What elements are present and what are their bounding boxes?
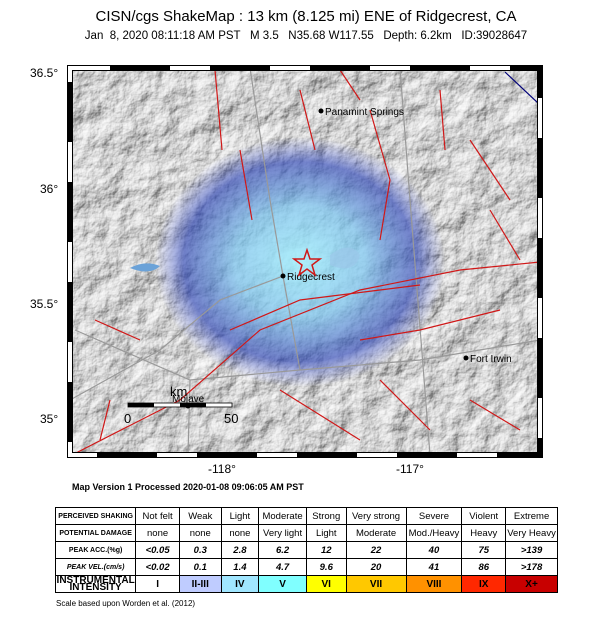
lat-label: 36° xyxy=(40,182,58,196)
table-cell: 41 xyxy=(405,558,463,576)
table-cell: VI xyxy=(305,575,347,593)
table-cell: IX xyxy=(461,575,507,593)
table-cell: >178 xyxy=(505,558,558,576)
table-cell: Light xyxy=(305,524,347,542)
table-row: PEAK VEL.(cm/s) <0.02 0.1 1.4 4.7 9.6 20 41 86 >1… xyxy=(54,558,558,576)
table-cell: Moderate xyxy=(258,507,307,525)
table-cell: Severe xyxy=(405,507,463,525)
lat-label: 35° xyxy=(40,412,58,426)
place-label: Panamint Springs xyxy=(325,107,404,118)
table-cell: none xyxy=(220,524,260,542)
row-header: PERCEIVED SHAKING xyxy=(54,507,137,525)
table-cell: Violent xyxy=(461,507,507,525)
place-label: Ridgecrest xyxy=(287,272,335,283)
table-cell: Weak xyxy=(178,507,222,525)
table-cell: Moderate xyxy=(345,524,407,542)
table-cell: 86 xyxy=(461,558,507,576)
row-header: PEAK VEL.(cm/s) xyxy=(54,558,137,576)
table-cell: 1.4 xyxy=(220,558,260,576)
table-cell: >139 xyxy=(505,541,558,559)
table-row: INSTRUMENTAL INTENSITY I II-III IV V VI VII VII… xyxy=(54,575,558,593)
table-cell: Very strong xyxy=(345,507,407,525)
table-cell: 4.7 xyxy=(258,558,307,576)
intensity-table: PERCEIVED SHAKING Not felt Weak Light Modera… xyxy=(54,507,558,593)
table-cell: 75 xyxy=(461,541,507,559)
table-cell: <0.05 xyxy=(135,541,180,559)
table-cell: Very light xyxy=(258,524,307,542)
scale-label: 50 xyxy=(224,411,238,426)
table-cell: none xyxy=(135,524,180,542)
table-cell: 6.2 xyxy=(258,541,307,559)
table-cell: VIII xyxy=(405,575,463,593)
row-header: PEAK ACC.(%g) xyxy=(54,541,137,559)
table-cell: 2.8 xyxy=(220,541,260,559)
table-cell: V xyxy=(258,575,307,593)
table-row: POTENTIAL DAMAGE none none none Very light Li… xyxy=(54,524,558,542)
map-version: Map Version 1 Processed 2020-01-08 09:06… xyxy=(72,482,304,492)
table-cell: Extreme xyxy=(505,507,558,525)
table-cell: 12 xyxy=(305,541,347,559)
table-cell: Light xyxy=(220,507,260,525)
title: CISN/cgs ShakeMap : 13 km (8.125 mi) ENE… xyxy=(95,8,517,25)
table-cell: none xyxy=(178,524,222,542)
table-cell: II-III xyxy=(178,575,222,593)
place-label: Fort Irwin xyxy=(470,354,512,365)
table-row: PERCEIVED SHAKING Not felt Weak Light Modera… xyxy=(54,507,558,525)
table-cell: 22 xyxy=(345,541,407,559)
table-cell: 0.3 xyxy=(178,541,222,559)
place-label: Mojave xyxy=(172,394,205,405)
table-cell: Heavy xyxy=(461,524,507,542)
table-cell: 9.6 xyxy=(305,558,347,576)
table-cell: 0.1 xyxy=(178,558,222,576)
table-cell: Mod./Heavy xyxy=(405,524,463,542)
lon-label: -117° xyxy=(396,462,424,476)
table-cell: 40 xyxy=(405,541,463,559)
scale-bar: km 0 50 xyxy=(124,384,238,426)
table-cell: VII xyxy=(345,575,407,593)
lat-label: 36.5° xyxy=(30,66,58,80)
table-cell: X+ xyxy=(505,575,558,593)
lon-label: -118° xyxy=(208,462,236,476)
table-cell: 20 xyxy=(345,558,407,576)
table-cell: IV xyxy=(220,575,260,593)
table-cell: I xyxy=(135,575,180,593)
scale-label: 0 xyxy=(124,411,131,426)
row-header: INSTRUMENTAL INTENSITY xyxy=(54,575,137,593)
table-cell: Very Heavy xyxy=(505,524,558,542)
footnote: Scale based upon Worden et al. (2012) xyxy=(56,599,196,608)
subtitle: Jan 8, 2020 08:11:18 AM PST M 3.5 N35.68… xyxy=(84,30,528,42)
table-row: PEAK ACC.(%g) <0.05 0.3 2.8 6.2 12 22 40 75 >139 xyxy=(54,541,558,559)
epicenter xyxy=(291,247,323,277)
table-cell: Strong xyxy=(305,507,347,525)
map-area xyxy=(70,68,540,455)
row-header: POTENTIAL DAMAGE xyxy=(54,524,137,542)
scale-unit: km xyxy=(170,384,187,399)
lat-label: 35.5° xyxy=(30,297,58,311)
table-cell: <0.02 xyxy=(135,558,180,576)
table-cell: Not felt xyxy=(135,507,180,525)
